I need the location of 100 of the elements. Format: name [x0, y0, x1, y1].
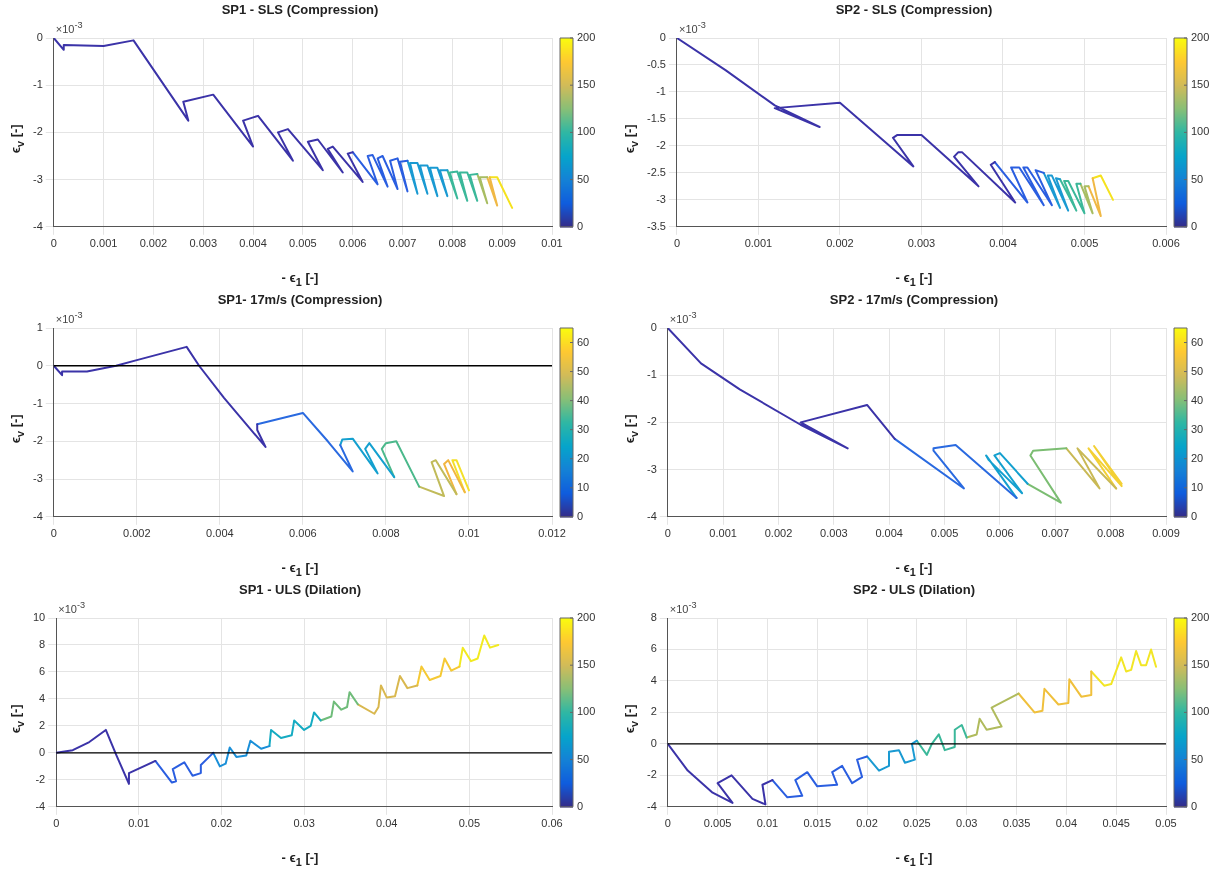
x-tick-label: 0.005 — [703, 817, 732, 830]
y-tick-label: -4 — [647, 509, 657, 522]
color-bar-label: 200 — [577, 31, 596, 44]
x-tick-label: 0.001 — [89, 237, 118, 250]
x-tick-label: 0.01 — [128, 817, 150, 830]
color-bar-label: 50 — [577, 364, 590, 377]
x-axis-title: - ϵ$_{1}$ [-] — [894, 270, 934, 288]
chart-title: SP2 - ULS (Dilation) — [851, 582, 977, 597]
x-tick-label: 0.004 — [239, 237, 267, 250]
x-tick-label: 0.025 — [903, 817, 931, 830]
color-bar-label: 0 — [577, 219, 584, 232]
color-bar-label: 60 — [1191, 335, 1204, 348]
x-tick-label: 0.006 — [289, 527, 317, 540]
y-tick-label: 0 — [650, 321, 657, 334]
x-tick-label: 0.002 — [826, 237, 854, 250]
y-tick-label: -4 — [33, 219, 43, 232]
x-tick-label: 0.03 — [956, 817, 978, 830]
y-tick-label: 8 — [650, 611, 657, 624]
x-tick-label: 0.01 — [756, 817, 779, 830]
y-tick-label: 4 — [39, 691, 46, 704]
y-tick-label: -4 — [33, 509, 43, 522]
text: ×10$^{-3}$ — [669, 310, 697, 325]
color-bar-label: 10 — [577, 480, 590, 493]
x-tick-label: 0.004 — [989, 237, 1017, 250]
color-bar-label: 50 — [1191, 364, 1204, 377]
x-tick-label: 0.05 — [1155, 817, 1177, 830]
color-bar-label: 50 — [577, 172, 590, 185]
color-bar-label: 200 — [577, 611, 596, 624]
color-bar-label: 150 — [577, 78, 596, 91]
y-tick-label: 2 — [650, 705, 657, 718]
color-bar-label: 200 — [1191, 31, 1210, 44]
x-tick-label: 0 — [53, 817, 60, 830]
y-tick-label: 10 — [32, 611, 46, 624]
x-tick-label: 0.04 — [376, 817, 398, 830]
chart-title: SP1- 17m/s (Compression) — [216, 292, 384, 307]
y-tick-label: 6 — [39, 664, 46, 677]
color-bar-label: 30 — [1191, 422, 1204, 435]
color-bar-label: 150 — [577, 658, 596, 671]
y-tick-label: 4 — [650, 673, 657, 686]
y-tick-label: -4 — [35, 799, 46, 812]
y-tick-label: -3 — [33, 472, 43, 485]
x-tick-label: 0.007 — [388, 237, 417, 250]
color-bar-label: 10 — [1191, 480, 1204, 493]
x-tick-label: 0.009 — [1152, 527, 1180, 540]
y-tick-label: -1.5 — [646, 111, 666, 124]
x-tick-label: 0.012 — [538, 527, 566, 540]
y-tick-label: -2 — [656, 138, 666, 151]
x-tick-label: 0 — [50, 237, 57, 250]
x-tick-label: 0.006 — [338, 237, 367, 250]
text: ×10$^{-3}$ — [55, 20, 83, 35]
color-bar-label: 30 — [577, 422, 590, 435]
y-tick-label: -2 — [35, 772, 46, 785]
y-tick-label: -2 — [647, 415, 657, 428]
y-tick-label: 6 — [650, 642, 657, 655]
x-tick-label: 0.009 — [488, 237, 516, 250]
color-bar-label: 60 — [577, 335, 590, 348]
y-tick-label: -0.5 — [646, 58, 666, 70]
x-tick-label: 0.006 — [986, 527, 1014, 540]
text: ×10$^{-3}$ — [678, 20, 706, 35]
color-bar-label: 0 — [1191, 509, 1198, 522]
y-tick-label: -3.5 — [646, 219, 666, 232]
color-bar-label: 40 — [1191, 393, 1204, 406]
color-bar-label: 200 — [1191, 611, 1210, 624]
y-tick-label: -2 — [647, 768, 657, 781]
y-tick-label: 2 — [39, 718, 46, 731]
x-tick-label: 0.01 — [541, 237, 563, 250]
x-tick-label: 0.01 — [458, 527, 480, 540]
x-tick-label: 0.004 — [206, 527, 234, 540]
text: ×10$^{-3}$ — [58, 600, 86, 615]
x-tick-label: 0.035 — [1002, 817, 1031, 830]
x-tick-label: 0 — [673, 237, 681, 250]
x-tick-label: 0.004 — [875, 527, 903, 540]
y-tick-label: -1 — [647, 368, 657, 381]
y-tick-label: -1 — [33, 78, 43, 91]
text: ×10$^{-3}$ — [55, 310, 83, 325]
color-bar-label: 150 — [1191, 658, 1210, 671]
x-tick-label: 0.06 — [541, 817, 563, 830]
color-bar-label: 0 — [1191, 799, 1198, 812]
x-tick-label: 0.02 — [210, 817, 233, 830]
y-tick-label: -3 — [647, 462, 657, 475]
x-tick-label: 0.006 — [1152, 237, 1180, 250]
x-axis-title: - ϵ$_{1}$ [-] — [280, 850, 320, 868]
x-tick-label: 0.008 — [372, 527, 400, 540]
color-bar-label: 100 — [1191, 705, 1210, 718]
chart-title: SP2 - SLS (Compression) — [834, 2, 994, 17]
x-tick-label: 0.001 — [744, 237, 773, 250]
y-tick-label: -3 — [656, 192, 666, 205]
x-tick-label: 0.002 — [139, 237, 168, 250]
x-tick-label: 0.015 — [803, 817, 832, 830]
x-tick-label: 0.03 — [293, 817, 315, 830]
x-tick-label: 0.005 — [1070, 237, 1099, 250]
y-tick-label: 0 — [650, 736, 657, 749]
y-tick-label: 0 — [39, 745, 46, 758]
y-tick-label: -2.5 — [646, 165, 666, 178]
color-bar-label: 0 — [577, 799, 584, 812]
x-tick-label: 0.005 — [289, 237, 317, 250]
x-tick-label: 0.008 — [438, 237, 467, 250]
y-tick-label: -3 — [33, 172, 43, 185]
x-tick-label: 0.005 — [930, 527, 959, 540]
x-tick-label: 0.04 — [1055, 817, 1078, 830]
